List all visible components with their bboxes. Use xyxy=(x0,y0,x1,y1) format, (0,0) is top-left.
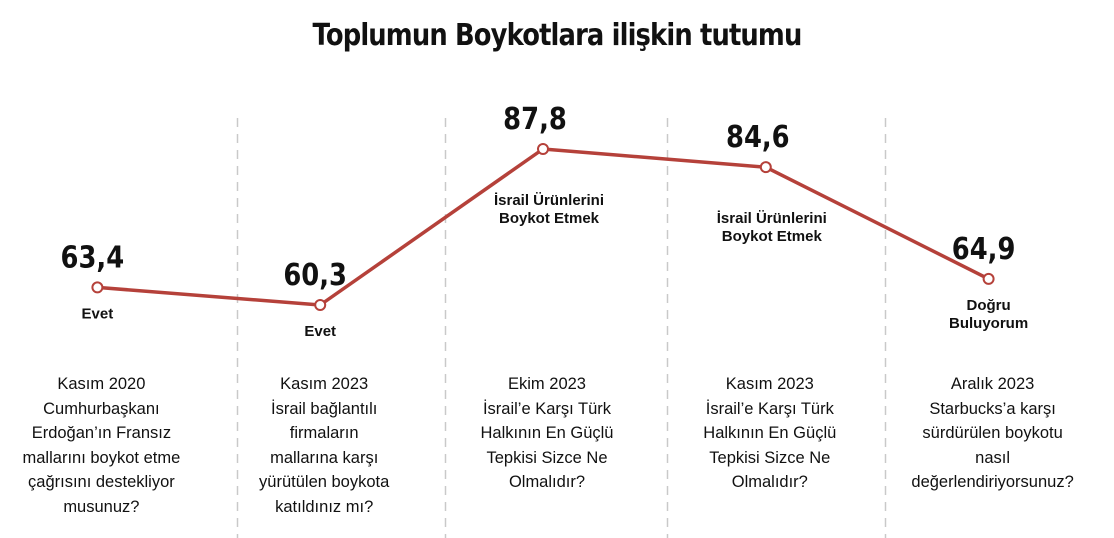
data-point xyxy=(982,272,995,285)
point-label: İsrail Ürünlerini xyxy=(717,210,827,227)
chart-title: Toplumun Boykotlara ilişkin tutumu xyxy=(312,18,803,53)
question-text: Aralık 2023 Starbucks’a karşı sürdürülen… xyxy=(911,375,1074,491)
series-line xyxy=(97,147,990,307)
value-label: 64,9 xyxy=(952,231,1016,266)
value-label: 60,3 xyxy=(283,257,347,292)
question-text: Kasım 2020 Cumhurbaşkanı Erdoğan’ın Fran… xyxy=(22,375,181,516)
point-label: Buluyorum xyxy=(949,315,1028,332)
question-text: Kasım 2023 İsrail bağlantılı firmaların … xyxy=(259,375,390,516)
question-text: Ekim 2023 İsrail’e Karşı Türk Halkının E… xyxy=(480,375,614,491)
point-label: İsrail Ürünlerini xyxy=(494,192,604,209)
data-point xyxy=(537,143,549,155)
question-text: Kasım 2023 İsrail’e Karşı Türk Halkının … xyxy=(703,375,837,491)
value-label: 87,8 xyxy=(503,101,567,136)
data-point xyxy=(91,281,104,294)
point-label: Doğru xyxy=(967,297,1011,314)
value-label: 63,4 xyxy=(61,240,125,275)
data-point xyxy=(759,161,772,174)
point-label: Evet xyxy=(82,305,114,322)
point-label: Evet xyxy=(304,323,336,340)
point-label: Boykot Etmek xyxy=(499,210,600,227)
point-label: Boykot Etmek xyxy=(722,228,823,245)
value-label: 84,6 xyxy=(726,119,790,154)
data-point xyxy=(314,299,327,311)
